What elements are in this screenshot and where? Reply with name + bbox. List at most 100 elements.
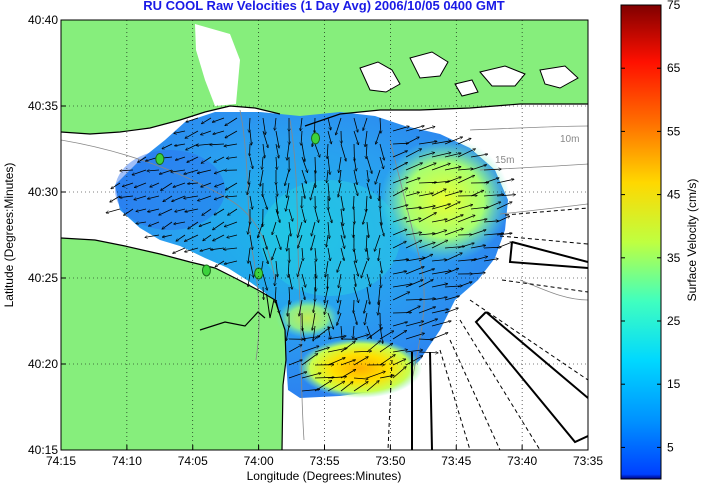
velocity-vector bbox=[285, 169, 290, 186]
velocity-vector bbox=[353, 357, 368, 366]
velocity-vector bbox=[148, 221, 160, 226]
velocity-vector bbox=[392, 331, 407, 340]
x-tick-label: 74:10 bbox=[112, 454, 142, 468]
velocity-vector bbox=[213, 234, 225, 241]
velocity-vector bbox=[275, 234, 281, 250]
velocity-vector bbox=[353, 382, 368, 392]
velocity-vector bbox=[366, 143, 367, 159]
velocity-vector bbox=[418, 242, 435, 249]
y-axis-label: Latitude (Degrees:Minutes) bbox=[2, 163, 16, 308]
velocity-vector bbox=[300, 117, 303, 131]
velocity-vector bbox=[186, 117, 199, 122]
velocity-vector bbox=[353, 325, 354, 339]
velocity-vector bbox=[120, 170, 134, 171]
velocity-vector bbox=[418, 299, 436, 301]
velocity-vector bbox=[224, 143, 238, 146]
velocity-vector bbox=[200, 247, 212, 251]
velocity-vector bbox=[418, 233, 435, 236]
velocity-vector bbox=[483, 221, 499, 222]
velocity-vector bbox=[288, 221, 291, 236]
velocity-vector bbox=[338, 182, 342, 197]
velocity-vector bbox=[483, 169, 501, 170]
velocity-vector bbox=[262, 117, 266, 135]
velocity-vector bbox=[275, 273, 276, 286]
x-axis-label: Longitude (Degrees:Minutes) bbox=[247, 469, 402, 483]
velocity-vector bbox=[315, 260, 316, 278]
velocity-vector bbox=[444, 137, 463, 145]
velocity-vector bbox=[138, 156, 147, 162]
map-title: RU COOL Raw Velocities (1 Day Avg) 2006/… bbox=[143, 0, 505, 13]
velocity-vector bbox=[353, 195, 354, 209]
velocity-vector bbox=[339, 156, 342, 173]
velocity-vector bbox=[301, 208, 305, 223]
velocity-vector bbox=[185, 130, 199, 138]
velocity-vector bbox=[470, 273, 485, 274]
velocity-vector bbox=[392, 218, 407, 223]
velocity-vector bbox=[199, 221, 212, 226]
velocity-vector bbox=[202, 208, 212, 215]
velocity-vector bbox=[366, 328, 383, 340]
velocity-vector bbox=[124, 208, 134, 216]
velocity-vector bbox=[262, 143, 265, 158]
velocity-vector bbox=[340, 143, 346, 161]
velocity-vector bbox=[248, 247, 251, 263]
velocity-vector bbox=[366, 195, 367, 212]
velocity-vector bbox=[364, 299, 368, 313]
velocity-vector bbox=[301, 273, 306, 287]
velocity-vector bbox=[327, 273, 328, 289]
velocity-vector bbox=[111, 182, 121, 189]
velocity-vector bbox=[110, 195, 121, 202]
velocity-vector bbox=[374, 234, 381, 251]
velocity-vector bbox=[327, 348, 347, 353]
land-southwest bbox=[61, 238, 286, 450]
velocity-vector bbox=[431, 141, 451, 145]
velocity-vector bbox=[288, 345, 302, 353]
velocity-vector bbox=[314, 380, 332, 392]
velocity-vector bbox=[444, 268, 459, 275]
latitude-ticks: 40:40 40:35 40:30 40:25 40:20 40:15 bbox=[28, 13, 66, 457]
velocity-vector bbox=[161, 182, 173, 191]
velocity-vector bbox=[249, 169, 251, 184]
velocity-vector bbox=[405, 350, 423, 353]
velocity-vector bbox=[223, 248, 238, 250]
y-tick-label: 40:15 bbox=[28, 443, 58, 457]
velocity-vector bbox=[163, 195, 173, 202]
velocity-vector bbox=[340, 221, 345, 238]
velocity-vector bbox=[175, 208, 186, 212]
velocity-vector bbox=[184, 234, 199, 241]
colorbar-tick-label: 25 bbox=[667, 314, 681, 328]
velocity-vector bbox=[201, 117, 212, 124]
velocity-vector bbox=[249, 117, 250, 132]
velocity-vector bbox=[159, 169, 173, 174]
velocity-vector bbox=[286, 325, 290, 341]
velocity-vector bbox=[457, 169, 473, 170]
velocity-vector bbox=[392, 241, 406, 249]
velocity-vector bbox=[418, 193, 433, 197]
x-tick-label: 73:55 bbox=[309, 454, 339, 468]
velocity-vector bbox=[214, 208, 225, 215]
velocity-vector bbox=[366, 341, 381, 353]
velocity-vector bbox=[275, 117, 276, 130]
velocity-vector bbox=[457, 215, 475, 223]
velocity-vector bbox=[225, 182, 238, 190]
velocity-vector bbox=[496, 179, 514, 184]
velocity-vector bbox=[176, 234, 186, 241]
velocity-vector bbox=[366, 286, 370, 304]
velocity-vector bbox=[301, 156, 308, 173]
velocity-vector bbox=[405, 163, 423, 171]
velocity-vector bbox=[365, 312, 368, 325]
velocity-vector bbox=[353, 286, 359, 303]
velocity-vector bbox=[287, 299, 290, 316]
colorbar-ticks: 75 65 55 45 35 25 15 5 bbox=[621, 0, 681, 454]
colorbar-tick-label: 55 bbox=[667, 124, 681, 138]
velocity-vector bbox=[213, 221, 225, 230]
colorbar-tick-label: 5 bbox=[667, 440, 674, 454]
velocity-vector bbox=[249, 130, 252, 145]
velocity-vector bbox=[325, 260, 329, 277]
velocity-vector bbox=[392, 162, 408, 171]
velocity-vector bbox=[431, 189, 446, 197]
velocity-vector bbox=[340, 382, 353, 392]
velocity-vector bbox=[201, 182, 212, 187]
velocity-vector bbox=[366, 221, 369, 238]
velocity-vector bbox=[366, 169, 369, 182]
